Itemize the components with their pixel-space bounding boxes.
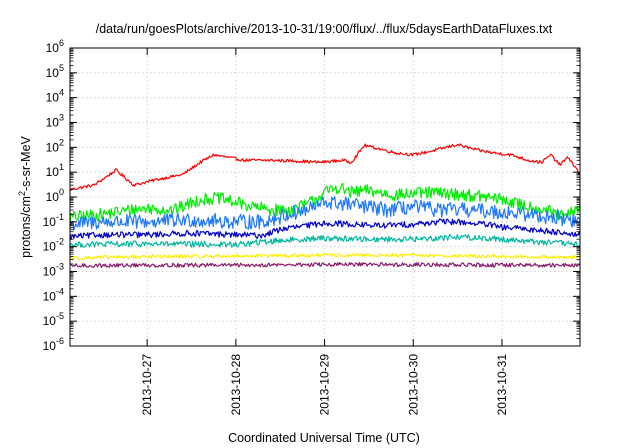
series-line-4 <box>69 218 581 240</box>
x-tick-label: 2013-10-28 <box>229 354 243 416</box>
y-tick-label-base: 10 <box>43 289 57 303</box>
y-tick-label-exp: 5 <box>59 63 64 73</box>
y-tick-label-exp: -6 <box>56 336 64 346</box>
y-tick-label: 10-6 <box>43 336 64 353</box>
y-tick-label-base: 10 <box>43 240 57 254</box>
y-tick-label: 102 <box>46 137 64 154</box>
y-tick-label-exp: 3 <box>59 113 64 123</box>
series-line-6 <box>69 252 581 260</box>
x-tick-label: 2013-10-27 <box>140 354 154 416</box>
y-tick-label: 100 <box>46 187 64 204</box>
series-line-1 <box>69 143 581 191</box>
y-tick-label-exp: 1 <box>59 162 64 172</box>
y-tick-label: 10-4 <box>43 286 64 303</box>
y-tick-label: 10-1 <box>43 212 64 229</box>
series-line-2 <box>69 182 581 223</box>
y-tick-label-exp: 6 <box>59 38 64 48</box>
y-tick-label-base: 10 <box>43 265 57 279</box>
y-tick-label-exp: -5 <box>56 311 64 321</box>
y-tick-label: 10-2 <box>43 237 64 254</box>
y-tick-label: 101 <box>46 162 64 179</box>
y-tick-label: 103 <box>46 113 64 130</box>
series-line-3 <box>69 196 581 231</box>
y-tick-label-exp: 4 <box>59 88 64 98</box>
chart-title: /data/run/goesPlots/archive/2013-10-31/1… <box>96 22 553 36</box>
y-tick-label: 104 <box>46 88 64 105</box>
y-tick-label-exp: -1 <box>56 212 64 222</box>
y-tick-label-base: 10 <box>46 165 60 179</box>
y-tick-label: 106 <box>46 38 64 55</box>
x-tick-label: 2013-10-31 <box>495 354 509 416</box>
x-tick-label: 2013-10-30 <box>406 354 420 416</box>
series-line-5 <box>69 234 581 249</box>
y-tick-label-base: 10 <box>43 314 57 328</box>
y-tick-label-base: 10 <box>46 91 60 105</box>
series-line-7 <box>69 262 581 268</box>
y-tick-label-exp: 2 <box>59 137 64 147</box>
y-tick-label-base: 10 <box>43 339 57 353</box>
y-tick-label: 10-5 <box>43 311 64 328</box>
y-axis-label-sup: 2 <box>17 191 27 196</box>
y-tick-label-base: 10 <box>46 41 60 55</box>
x-axis-label: Coordinated Universal Time (UTC) <box>228 431 420 445</box>
y-tick-label-base: 10 <box>46 66 60 80</box>
y-axis-label-base: protons/cm <box>19 196 33 258</box>
y-tick-label-exp: -2 <box>56 237 64 247</box>
y-tick-label-exp: 0 <box>59 187 64 197</box>
y-tick-label-base: 10 <box>46 116 60 130</box>
axis-ticks: 10-610-510-410-310-210-11001011021031041… <box>43 38 580 415</box>
y-tick-label-base: 10 <box>46 190 60 204</box>
y-tick-label: 105 <box>46 63 64 80</box>
y-tick-label: 10-3 <box>43 262 64 279</box>
y-axis-label-rest: -s-sr-MeV <box>19 135 33 191</box>
x-tick-label: 2013-10-29 <box>318 354 332 416</box>
y-tick-label-base: 10 <box>46 140 60 154</box>
y-tick-label-exp: -3 <box>56 262 64 272</box>
series-group <box>69 143 581 268</box>
y-tick-label-base: 10 <box>43 215 57 229</box>
y-tick-label-exp: -4 <box>56 286 64 296</box>
y-axis-label: protons/cm2-s-sr-MeV <box>17 135 33 257</box>
